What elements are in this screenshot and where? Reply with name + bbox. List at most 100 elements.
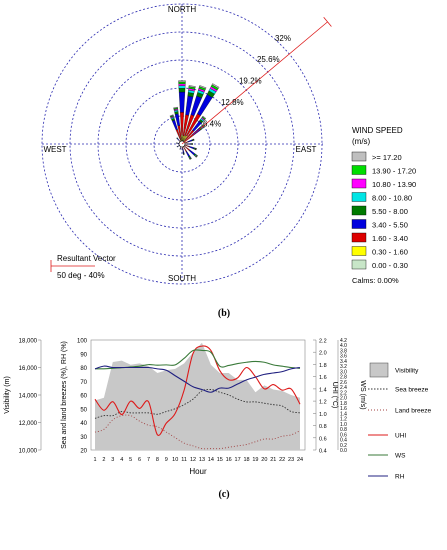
legend-unit: (m/s)	[352, 137, 371, 146]
ws-tick-label: 3.4	[340, 359, 347, 365]
legend-swatch	[351, 178, 367, 189]
uhi-tick-label: 0.8	[319, 424, 327, 430]
wind-rose-chart: 6.4%12.8%19.2%25.6%32% NORTH EAST SOUTH …	[41, 3, 416, 285]
legend-swatch	[351, 151, 367, 162]
hour-tick-label: 7	[147, 457, 150, 463]
uhi-tick-label: 1.2	[319, 400, 327, 406]
uhi-tick-label: 1.8	[319, 363, 327, 369]
hour-tick-label: 16	[226, 457, 232, 463]
hour-tick-label: 20	[261, 457, 267, 463]
dir-west: WEST	[43, 145, 66, 154]
ws-tick-labels: 0.00.20.40.60.81.01.21.41.61.82.02.22.42…	[340, 338, 347, 454]
series-line-rh	[94, 365, 301, 393]
legend-label: 0.30 - 1.60	[372, 248, 408, 257]
resultant-vector-tick	[323, 17, 332, 27]
petal-40-band-0	[202, 115, 207, 120]
legend-title: WIND SPEED	[352, 126, 403, 135]
ws-tick-label: 1.8	[340, 401, 347, 407]
ring-label: 6.4%	[203, 120, 221, 129]
uhi-tick-label: 0.6	[319, 436, 327, 442]
hour-tick-label: 17	[235, 457, 241, 463]
legend-series-label: Land breeze	[395, 408, 432, 415]
series-legend: Visibility Sea breeze Land breeze UHI WS RH	[368, 362, 432, 481]
percent-tick-label: 70	[80, 380, 87, 386]
legend-series-label: Visibility	[395, 368, 419, 375]
hour-tick-label: 8	[156, 457, 159, 463]
legend-label: >= 17.20	[372, 153, 402, 162]
hour-tick-label: 18	[243, 457, 249, 463]
dir-east: EAST	[296, 145, 317, 154]
resultant-vector-label: Resultant Vector	[57, 254, 116, 263]
ws-tick-label: 1.2	[340, 417, 347, 423]
uhi-tick-label: 2.2	[319, 339, 327, 345]
wind-speed-legend: >= 17.20 13.90 - 17.20 10.80 - 13.90 8.00 -…	[351, 151, 416, 270]
petal-0-band-4	[178, 88, 186, 93]
visibility-tick-label: 10,000	[19, 449, 38, 455]
ws-tick-label: 3.6	[340, 354, 347, 360]
petal-150-band-0	[189, 158, 192, 160]
series-lines	[94, 345, 301, 450]
panel-label-c: (c)	[218, 489, 229, 500]
resultant-vector-value: 50 deg - 40%	[57, 271, 105, 280]
hour-tick-label: 6	[138, 457, 141, 463]
petal-200-band-5	[179, 146, 182, 150]
ring-label: 25.6%	[257, 55, 280, 64]
hour-tick-label: 5	[129, 457, 132, 463]
legend-label: 13.90 - 17.20	[372, 167, 416, 176]
hourly-time-series-chart: 10,000 12,000 14,000 16,000 18,000 20 30 40 50 6…	[4, 338, 432, 481]
ws-tick-label: 3.0	[340, 369, 347, 375]
ws-tick-label: 1.4	[340, 411, 347, 417]
series-line-sea-breeze	[94, 388, 301, 419]
ws-tick-label: 4.2	[340, 338, 347, 344]
percent-tick-label: 20	[80, 449, 87, 455]
legend-swatch	[351, 259, 367, 270]
petal-110-band-5	[188, 146, 195, 150]
percent-tick-label: 100	[77, 339, 88, 345]
visibility-tick-label: 14,000	[19, 394, 38, 400]
ws-tick-label: 2.2	[340, 390, 347, 396]
percent-tick-labels: 20 30 40 50 60 70 80 90 100	[77, 339, 88, 455]
legend-series-label: UHI	[395, 433, 406, 440]
petal-70-band-1	[193, 138, 195, 141]
petal-320-band-3	[176, 137, 178, 139]
petal-110-band-0	[195, 148, 197, 151]
hour-tick-label: 19	[252, 457, 258, 463]
legend-swatch	[351, 246, 367, 256]
petal-170-band-5	[182, 149, 185, 154]
y-axis-label-ws: WS (m/s)	[359, 380, 366, 409]
legend-visibility-swatch	[369, 362, 389, 378]
petal-240-band-4	[176, 146, 178, 148]
legend-label: 1.60 - 3.40	[372, 234, 408, 243]
legend-swatch	[351, 192, 367, 202]
legend-swatch	[351, 165, 367, 175]
ws-tick-label: 2.6	[340, 380, 347, 386]
hour-tick-label: 22	[279, 457, 285, 463]
series-line-uhi	[94, 345, 301, 436]
uhi-tick-label: 1.4	[319, 387, 327, 393]
hour-tick-label: 23	[288, 457, 294, 463]
petal-130-band-5	[188, 149, 196, 156]
ws-tick-label: 4.0	[340, 343, 347, 349]
petal-20-band-0	[199, 85, 207, 90]
uhi-tick-label: 1.6	[319, 375, 327, 381]
ws-tick-label: 0.4	[340, 438, 347, 444]
legend-series-label: Sea breeze	[395, 387, 429, 394]
legend-label: 8.00 - 10.80	[372, 194, 412, 203]
petal-200-band-4	[179, 148, 181, 150]
legend-label: 5.50 - 8.00	[372, 207, 408, 216]
y-axis-label-uhi: UHI (°C)	[331, 382, 339, 409]
ws-tick-label: 2.8	[340, 375, 347, 381]
uhi-tick-label: 0.4	[319, 449, 327, 455]
percent-tick-label: 50	[80, 407, 87, 413]
petal-0-band-1	[178, 81, 186, 84]
percent-tick-label: 80	[80, 366, 87, 372]
hour-tick-label: 15	[217, 457, 223, 463]
hour-tick-label: 2	[102, 457, 105, 463]
wind-rose-petals	[169, 80, 220, 160]
ring-label: 32%	[275, 34, 291, 43]
legend-series-label: WS	[395, 453, 406, 460]
ws-tick-label: 2.4	[340, 385, 347, 391]
petal-10-band-0	[188, 85, 196, 88]
calms-label: Calms: 0.00%	[352, 276, 399, 285]
x-axis-label: Hour	[189, 467, 207, 476]
